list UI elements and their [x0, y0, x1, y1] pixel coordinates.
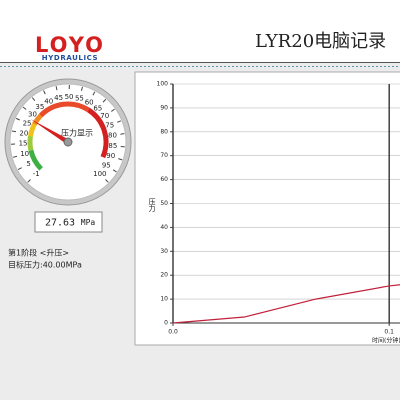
- target-text: 目标压力:40.00MPa: [8, 260, 82, 270]
- gauge-tick-label: 80: [108, 131, 117, 139]
- gauge-tick-label: 10: [20, 150, 29, 158]
- gauge-tick: [55, 86, 58, 91]
- gauge-arc: [32, 113, 43, 126]
- gauge-tick-label: 15: [19, 140, 28, 148]
- y-tick-label: 0: [164, 320, 168, 327]
- x-tick-label: 0.0: [168, 329, 178, 336]
- gauge-tick-label: 20: [19, 129, 28, 137]
- gauge-tick-label: 45: [54, 94, 63, 102]
- gauge-tick: [102, 98, 107, 103]
- gauge-tick: [111, 108, 115, 112]
- gauge-tick: [27, 179, 31, 183]
- y-tick-label: 90: [160, 104, 168, 111]
- y-tick-label: 70: [160, 152, 168, 159]
- gauge-tick-label: 50: [65, 93, 74, 101]
- logo: LOYO: [35, 33, 105, 57]
- gauge-tick-label: 25: [23, 119, 32, 127]
- y-axis-label: 压力: [148, 198, 156, 213]
- gauge-tick: [12, 155, 18, 158]
- gauge-tick-label: 95: [102, 162, 111, 170]
- gauge-tick: [11, 130, 17, 133]
- gauge-tick: [105, 179, 109, 183]
- chart-panel: [134, 71, 400, 346]
- stage-text: 第1阶段 <升压>: [8, 248, 69, 258]
- x-axis-label: 时间(分钟): [372, 337, 400, 345]
- gauge-tick-label: 5: [26, 160, 30, 168]
- gauge-arc: [27, 135, 34, 151]
- gauge-tick-label: 75: [105, 121, 114, 129]
- y-tick-label: 80: [160, 128, 168, 135]
- gauge-tick-label: 70: [100, 112, 109, 120]
- gauge-tick: [43, 90, 46, 95]
- gauge-arc: [38, 101, 90, 118]
- gauge-hub: [63, 137, 73, 147]
- gauge-tick-label: 90: [106, 152, 115, 160]
- x-tick-label: 0.1: [384, 329, 394, 336]
- gauge-tick-label: 100: [93, 170, 106, 178]
- gauge-tick-label: 55: [75, 94, 84, 102]
- gauge-needle: [30, 118, 70, 145]
- gauge-tick: [80, 86, 83, 91]
- y-tick-label: 20: [160, 272, 168, 279]
- gauge-unit: MPa: [81, 218, 96, 227]
- header-bar: [0, 0, 400, 62]
- gauge-arc: [27, 123, 37, 137]
- gauge-tick: [112, 169, 117, 173]
- gauge-tick-label: 60: [85, 98, 94, 106]
- gauge-arc: [28, 149, 43, 171]
- gauge-tick: [120, 133, 125, 135]
- gauge-tick: [22, 106, 27, 110]
- gauge-tick-label: 65: [93, 104, 102, 112]
- gauge-tick-label: -1: [33, 170, 40, 178]
- gauge-tick-label: 35: [35, 103, 44, 111]
- chart: 压力 时间(分钟) 0 10 20 30 40 50 60 70 80 90 100 0.0 0.1: [148, 81, 400, 345]
- gauge-tick: [31, 97, 36, 101]
- gauge-tick: [118, 158, 123, 161]
- gauge-tick-label: 30: [28, 110, 37, 118]
- logo-sub: HYDRAULICS: [42, 54, 98, 62]
- gauge-tick: [117, 120, 122, 123]
- y-tick-label: 40: [160, 224, 168, 231]
- y-tick-label: 100: [157, 81, 169, 88]
- gauge-arc: [86, 107, 109, 159]
- gauge-tick: [92, 91, 96, 96]
- y-tick-label: 50: [160, 200, 168, 207]
- y-tick-label: 10: [160, 296, 168, 303]
- value-box: [34, 211, 103, 233]
- gauge-tick: [17, 167, 22, 171]
- app-title: LYR20电脑记录: [255, 31, 386, 52]
- y-tick-label: 60: [160, 176, 168, 183]
- gauge-tick-label: 85: [108, 142, 117, 150]
- gauge-value: 27.63: [45, 218, 75, 229]
- data-line: [172, 284, 400, 324]
- gauge-tick-label: 40: [44, 97, 53, 105]
- y-tick-label: 30: [160, 248, 168, 255]
- gauge-tick: [15, 117, 20, 121]
- gauge-label: 压力显示: [61, 128, 93, 138]
